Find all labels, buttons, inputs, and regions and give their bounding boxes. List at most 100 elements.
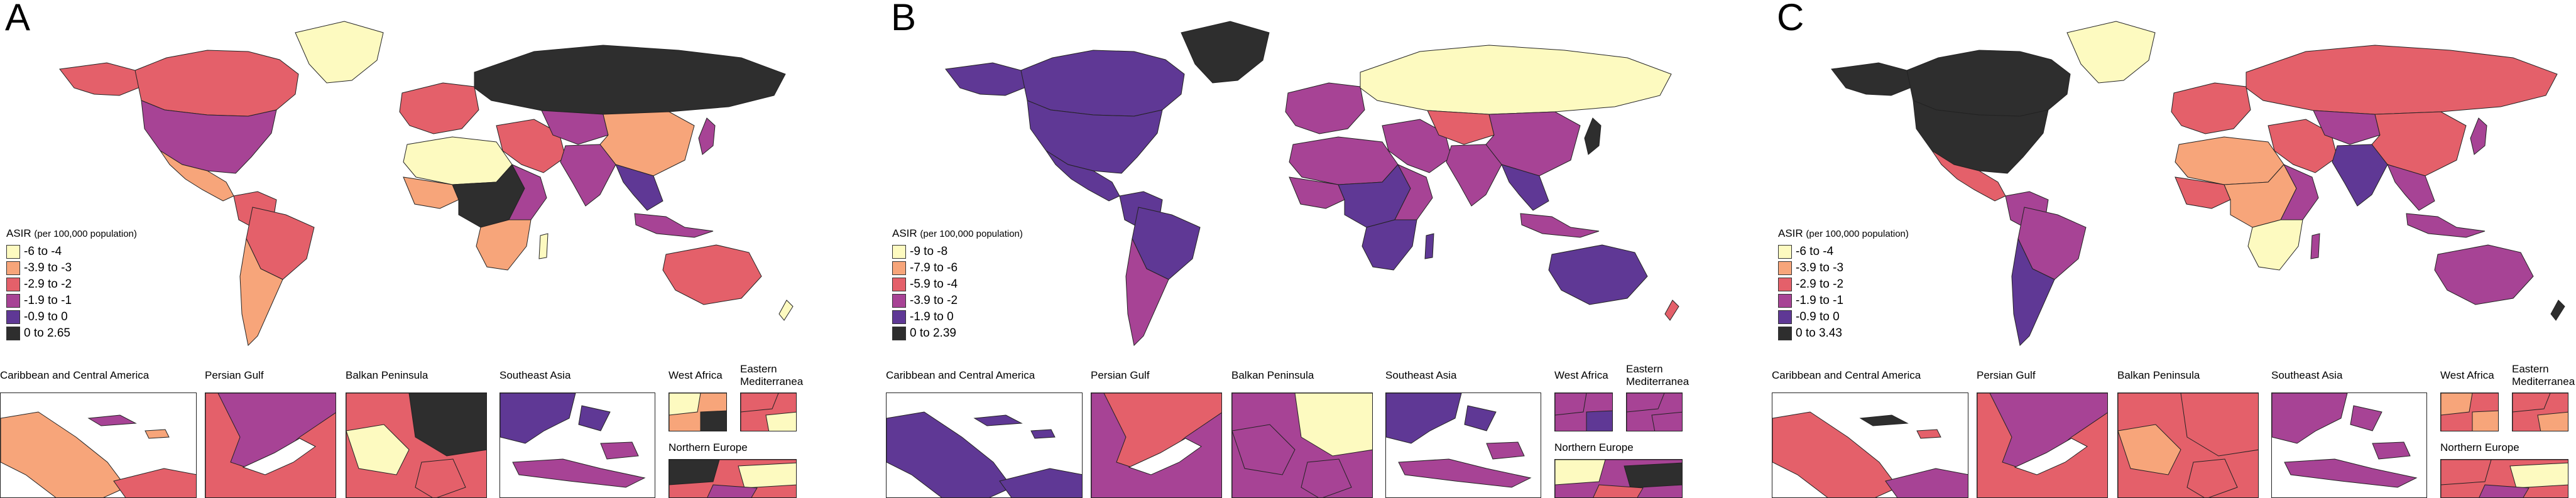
region-new-zealand — [778, 300, 794, 321]
wafrica-land-shape — [669, 393, 701, 416]
region-western-europe — [1285, 82, 1365, 134]
inset-label-eastern-med: Eastern Mediterranea — [1626, 363, 1689, 388]
legend-swatch — [892, 310, 906, 324]
inset-label-northern-europe: Northern Europe — [2440, 441, 2519, 453]
panel-c: C ASIR (per 100,000 population) -6 to -4… — [1772, 0, 2576, 498]
region-central-asia — [1427, 110, 1495, 145]
legend-item: -0.9 to 0 — [1778, 309, 1909, 325]
legend-swatch — [1778, 327, 1792, 340]
sea-land-shape — [1386, 393, 1462, 444]
inset-persian-gulf — [1091, 392, 1222, 498]
legend-label: -0.9 to 0 — [1796, 310, 1840, 323]
emed-land-shape — [1651, 411, 1682, 431]
inset-northern-europe — [1554, 459, 1683, 498]
region-southeast-asia — [1501, 164, 1549, 211]
legend-item: -3.9 to -3 — [6, 260, 137, 276]
central-america-shape — [1, 411, 127, 497]
panel-letter: B — [891, 0, 917, 38]
island-shape — [973, 414, 1023, 426]
legend-item: -6 to -4 — [6, 244, 137, 260]
sea-land-shape — [2350, 405, 2382, 431]
sea-land-shape — [2372, 441, 2411, 460]
region-australia — [662, 244, 762, 305]
region-west-africa — [2175, 176, 2231, 209]
inset-label-persian-gulf: Persian Gulf — [1977, 369, 2036, 381]
wafrica-land-shape — [1555, 393, 1587, 416]
legend-label: -9 to -8 — [910, 245, 948, 258]
neurope-land-shape — [1624, 462, 1682, 489]
inset-label-balkan: Balkan Peninsula — [1231, 369, 1314, 381]
legend-swatch — [1778, 294, 1792, 308]
inset-label-southeast-asia: Southeast Asia — [499, 369, 571, 381]
legend-item: -2.9 to -2 — [1778, 276, 1909, 293]
sea-land-shape — [2284, 458, 2418, 488]
region-australia — [2434, 244, 2534, 305]
inset-southeast-asia — [2271, 392, 2427, 498]
region-central-america — [1045, 150, 1120, 202]
region-southern-cone — [2011, 237, 2055, 347]
eastern-med-line2: Mediterranea — [740, 376, 804, 387]
inset-caribbean — [0, 392, 197, 498]
inset-balkan — [2117, 392, 2259, 498]
legend-title-text: ASIR — [1778, 227, 1803, 239]
sea-land-shape — [600, 441, 639, 460]
legend-item: 0 to 2.65 — [6, 325, 137, 342]
inset-label-eastern-med: Eastern Mediterranea — [740, 363, 803, 388]
region-alaska — [1831, 62, 1914, 96]
legend-label: -6 to -4 — [24, 245, 62, 258]
neurope-land-shape — [669, 460, 720, 485]
region-canada — [1020, 50, 1185, 117]
balkan-land-shape — [1232, 424, 1296, 475]
region-western-europe — [2171, 82, 2251, 134]
region-central-asia — [2313, 110, 2381, 145]
region-west-africa — [1289, 176, 1345, 209]
legend-swatch — [1778, 310, 1792, 324]
region-alaska — [59, 62, 142, 96]
panel-b: B ASIR (per 100,000 population) -9 to -8… — [886, 0, 1744, 498]
region-north-africa — [403, 136, 513, 185]
legend-label: -1.9 to 0 — [910, 310, 954, 323]
inset-eastern-med — [1626, 392, 1683, 431]
legend-label: 0 to 2.65 — [24, 327, 70, 340]
inset-southeast-asia — [499, 392, 655, 498]
legend-swatch — [892, 245, 906, 259]
region-greenland — [295, 21, 384, 84]
inset-caribbean — [886, 392, 1083, 498]
inset-northern-europe — [669, 459, 797, 498]
neurope-land-shape — [2479, 484, 2530, 497]
neurope-land-shape — [1555, 460, 1606, 485]
region-central-america — [160, 150, 234, 202]
region-japan — [1584, 117, 1602, 155]
inset-eastern-med — [740, 392, 797, 431]
legend-unit: (per 100,000 population) — [1806, 229, 1909, 239]
legend-item: -1.9 to 0 — [892, 309, 1023, 325]
balkan-land-shape — [408, 393, 486, 457]
neurope-land-shape — [1593, 484, 1644, 497]
legend-label: -7.9 to -6 — [910, 261, 958, 274]
gulf-water-shape — [2014, 438, 2088, 475]
region-greenland — [1181, 21, 1270, 84]
legend-swatch — [892, 278, 906, 291]
region-indonesia — [634, 213, 714, 238]
balkan-land-shape — [415, 458, 466, 497]
sea-land-shape — [2272, 393, 2348, 444]
inset-southeast-asia — [1385, 392, 1541, 498]
legend-item: -3.9 to -3 — [1778, 260, 1909, 276]
region-middle-east — [496, 119, 566, 173]
region-north-africa — [2175, 136, 2284, 185]
legend-item: -0.9 to 0 — [6, 309, 137, 325]
region-australia — [1548, 244, 1648, 305]
region-southern-africa — [476, 219, 532, 271]
eastern-med-line1: Eastern — [1626, 363, 1663, 375]
island-shape — [145, 429, 170, 439]
sea-land-shape — [1486, 441, 1525, 460]
island-shape — [1916, 429, 1941, 439]
legend-unit: (per 100,000 population) — [34, 229, 137, 239]
inset-northern-europe — [2440, 459, 2568, 498]
central-america-shape — [1772, 411, 1899, 497]
legend-item: -9 to -8 — [892, 244, 1023, 260]
region-india — [2332, 144, 2388, 207]
region-russia — [474, 45, 786, 115]
region-southern-cone — [239, 237, 283, 347]
inset-label-balkan: Balkan Peninsula — [346, 369, 428, 381]
